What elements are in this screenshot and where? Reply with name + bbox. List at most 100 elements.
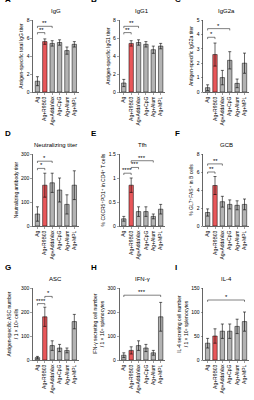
svg-text:300: 300 bbox=[21, 285, 30, 291]
svg-text:1.5: 1.5 bbox=[109, 151, 116, 157]
svg-text:Ag+MPL: Ag+MPL bbox=[71, 364, 77, 384]
svg-text:100: 100 bbox=[191, 309, 200, 315]
svg-text:GCB: GCB bbox=[220, 142, 233, 148]
svg-text:***: *** bbox=[138, 289, 146, 295]
svg-text:Ag+Alum: Ag+Alum bbox=[64, 97, 70, 117]
svg-text:Ag: Ag bbox=[204, 96, 210, 102]
svg-text:Ag+Alum: Ag+Alum bbox=[234, 97, 240, 117]
svg-text:Ag: Ag bbox=[34, 96, 40, 102]
svg-text:C: C bbox=[175, 0, 181, 4]
svg-text:0: 0 bbox=[197, 89, 200, 95]
svg-text:*: * bbox=[40, 162, 43, 168]
svg-text:0: 0 bbox=[27, 89, 30, 95]
svg-text:Ag+R9B03: Ag+R9B03 bbox=[41, 230, 47, 255]
svg-text:300: 300 bbox=[21, 151, 30, 157]
svg-text:3: 3 bbox=[197, 46, 200, 52]
svg-text:Antigen-specific IgG1 titer: Antigen-specific IgG1 titer bbox=[105, 27, 111, 85]
svg-text:Ag+CpG: Ag+CpG bbox=[56, 365, 62, 384]
svg-text:IL-4 secreting cell number/ 1: IL-4 secreting cell number/ 1 × 10⁶ sple… bbox=[176, 295, 189, 353]
svg-text:Ag+MPL: Ag+MPL bbox=[241, 230, 247, 250]
svg-text:**: ** bbox=[42, 20, 47, 26]
svg-text:4: 4 bbox=[197, 187, 200, 193]
svg-text:4: 4 bbox=[113, 53, 116, 59]
svg-text:4: 4 bbox=[27, 53, 30, 59]
svg-text:Ag+MPL: Ag+MPL bbox=[157, 96, 163, 116]
svg-text:Ag+R9B03: Ag+R9B03 bbox=[212, 364, 218, 389]
svg-text:0: 0 bbox=[113, 223, 116, 229]
svg-text:B: B bbox=[91, 0, 97, 4]
svg-text:0: 0 bbox=[27, 223, 30, 229]
svg-text:IgG2a: IgG2a bbox=[218, 8, 235, 14]
svg-text:IgG1: IgG1 bbox=[135, 8, 149, 14]
svg-text:Antigen-specific ASC number/ 1: Antigen-specific ASC number/ 1 × 10⁶ cel… bbox=[6, 291, 18, 356]
svg-text:Ag+CpG: Ag+CpG bbox=[226, 231, 232, 250]
svg-text:2: 2 bbox=[113, 71, 116, 77]
svg-text:****: **** bbox=[36, 298, 46, 304]
svg-text:Ag+MPL: Ag+MPL bbox=[241, 364, 247, 384]
svg-text:Ag+CpG: Ag+CpG bbox=[226, 365, 232, 384]
svg-text:150: 150 bbox=[191, 285, 200, 291]
svg-text:Ag: Ag bbox=[34, 230, 40, 236]
svg-text:Ag+R9B03: Ag+R9B03 bbox=[128, 230, 134, 255]
svg-text:Ag+R9B03: Ag+R9B03 bbox=[212, 96, 218, 121]
svg-text:H: H bbox=[91, 263, 97, 272]
svg-text:Ag+CpG: Ag+CpG bbox=[56, 231, 62, 250]
svg-text:2: 2 bbox=[197, 60, 200, 66]
svg-text:IFN-γ secreting cell number/ 1: IFN-γ secreting cell number/ 1 × 10⁶ spl… bbox=[92, 293, 105, 354]
svg-text:50: 50 bbox=[194, 333, 200, 339]
svg-text:6: 6 bbox=[197, 169, 200, 175]
svg-text:Ag+R9B03: Ag+R9B03 bbox=[212, 230, 218, 255]
svg-text:5: 5 bbox=[197, 17, 200, 23]
svg-text:100: 100 bbox=[107, 333, 116, 339]
svg-text:0: 0 bbox=[27, 357, 30, 363]
svg-text:**: ** bbox=[39, 27, 44, 33]
svg-text:Neutralizing antibody titer: Neutralizing antibody titer bbox=[13, 161, 19, 218]
svg-text:Antigen-specific IgG2a titer: Antigen-specific IgG2a titer bbox=[188, 26, 194, 86]
svg-text:0: 0 bbox=[113, 357, 116, 363]
svg-text:Neutralizing titer: Neutralizing titer bbox=[34, 142, 77, 148]
svg-text:% GL7⁺FAS⁺ in B cells: % GL7⁺FAS⁺ in B cells bbox=[188, 164, 194, 216]
svg-text:G: G bbox=[5, 263, 11, 272]
svg-text:1: 1 bbox=[113, 175, 116, 181]
svg-text:ASC: ASC bbox=[49, 276, 62, 282]
svg-text:2: 2 bbox=[197, 205, 200, 211]
svg-text:4: 4 bbox=[197, 31, 200, 37]
svg-text:200: 200 bbox=[107, 309, 116, 315]
svg-text:IgG: IgG bbox=[51, 8, 61, 14]
svg-text:F: F bbox=[175, 129, 180, 138]
svg-text:1: 1 bbox=[197, 74, 200, 80]
svg-text:Ag+CpG: Ag+CpG bbox=[226, 97, 232, 116]
svg-text:Ag+AddaVax: Ag+AddaVax bbox=[219, 96, 225, 125]
svg-text:Ag+Alum: Ag+Alum bbox=[234, 231, 240, 251]
svg-text:Ag+AddaVax: Ag+AddaVax bbox=[49, 96, 55, 125]
svg-text:A: A bbox=[5, 0, 11, 4]
svg-text:*: * bbox=[47, 290, 50, 296]
svg-text:Ag: Ag bbox=[34, 364, 40, 370]
svg-text:Ag+Alum: Ag+Alum bbox=[234, 365, 240, 385]
svg-text:8: 8 bbox=[27, 17, 30, 23]
svg-text:Ag+AddaVax: Ag+AddaVax bbox=[219, 230, 225, 259]
svg-text:***: *** bbox=[138, 155, 146, 161]
svg-text:Ag+AddaVax: Ag+AddaVax bbox=[49, 364, 55, 393]
svg-text:Ag+MPL: Ag+MPL bbox=[241, 96, 247, 116]
svg-text:Ag+MPL: Ag+MPL bbox=[71, 230, 77, 250]
svg-text:**: ** bbox=[209, 166, 214, 172]
svg-text:% CXCR5⁺PD1⁺ in CD4⁺ T cells: % CXCR5⁺PD1⁺ in CD4⁺ T cells bbox=[100, 153, 106, 226]
svg-text:100: 100 bbox=[21, 199, 30, 205]
svg-text:Ag: Ag bbox=[120, 230, 126, 236]
svg-text:*: * bbox=[210, 31, 213, 37]
svg-text:Ag+R9B03: Ag+R9B03 bbox=[41, 96, 47, 121]
svg-text:IFN-γ: IFN-γ bbox=[135, 276, 150, 282]
svg-text:Ag+AddaVax: Ag+AddaVax bbox=[135, 96, 141, 125]
svg-text:Ag+R9B03: Ag+R9B03 bbox=[41, 364, 47, 389]
svg-text:**: ** bbox=[213, 158, 218, 164]
svg-text:Ag+R9B03: Ag+R9B03 bbox=[128, 364, 134, 389]
svg-text:6: 6 bbox=[113, 35, 116, 41]
svg-text:200: 200 bbox=[21, 175, 30, 181]
svg-text:0.5: 0.5 bbox=[109, 199, 116, 205]
svg-text:Ag+CpG: Ag+CpG bbox=[143, 365, 149, 384]
svg-text:2: 2 bbox=[27, 71, 30, 77]
svg-text:Ag+MPL: Ag+MPL bbox=[157, 364, 163, 384]
svg-text:Ag+Alum: Ag+Alum bbox=[64, 231, 70, 251]
svg-text:**: ** bbox=[125, 27, 130, 33]
